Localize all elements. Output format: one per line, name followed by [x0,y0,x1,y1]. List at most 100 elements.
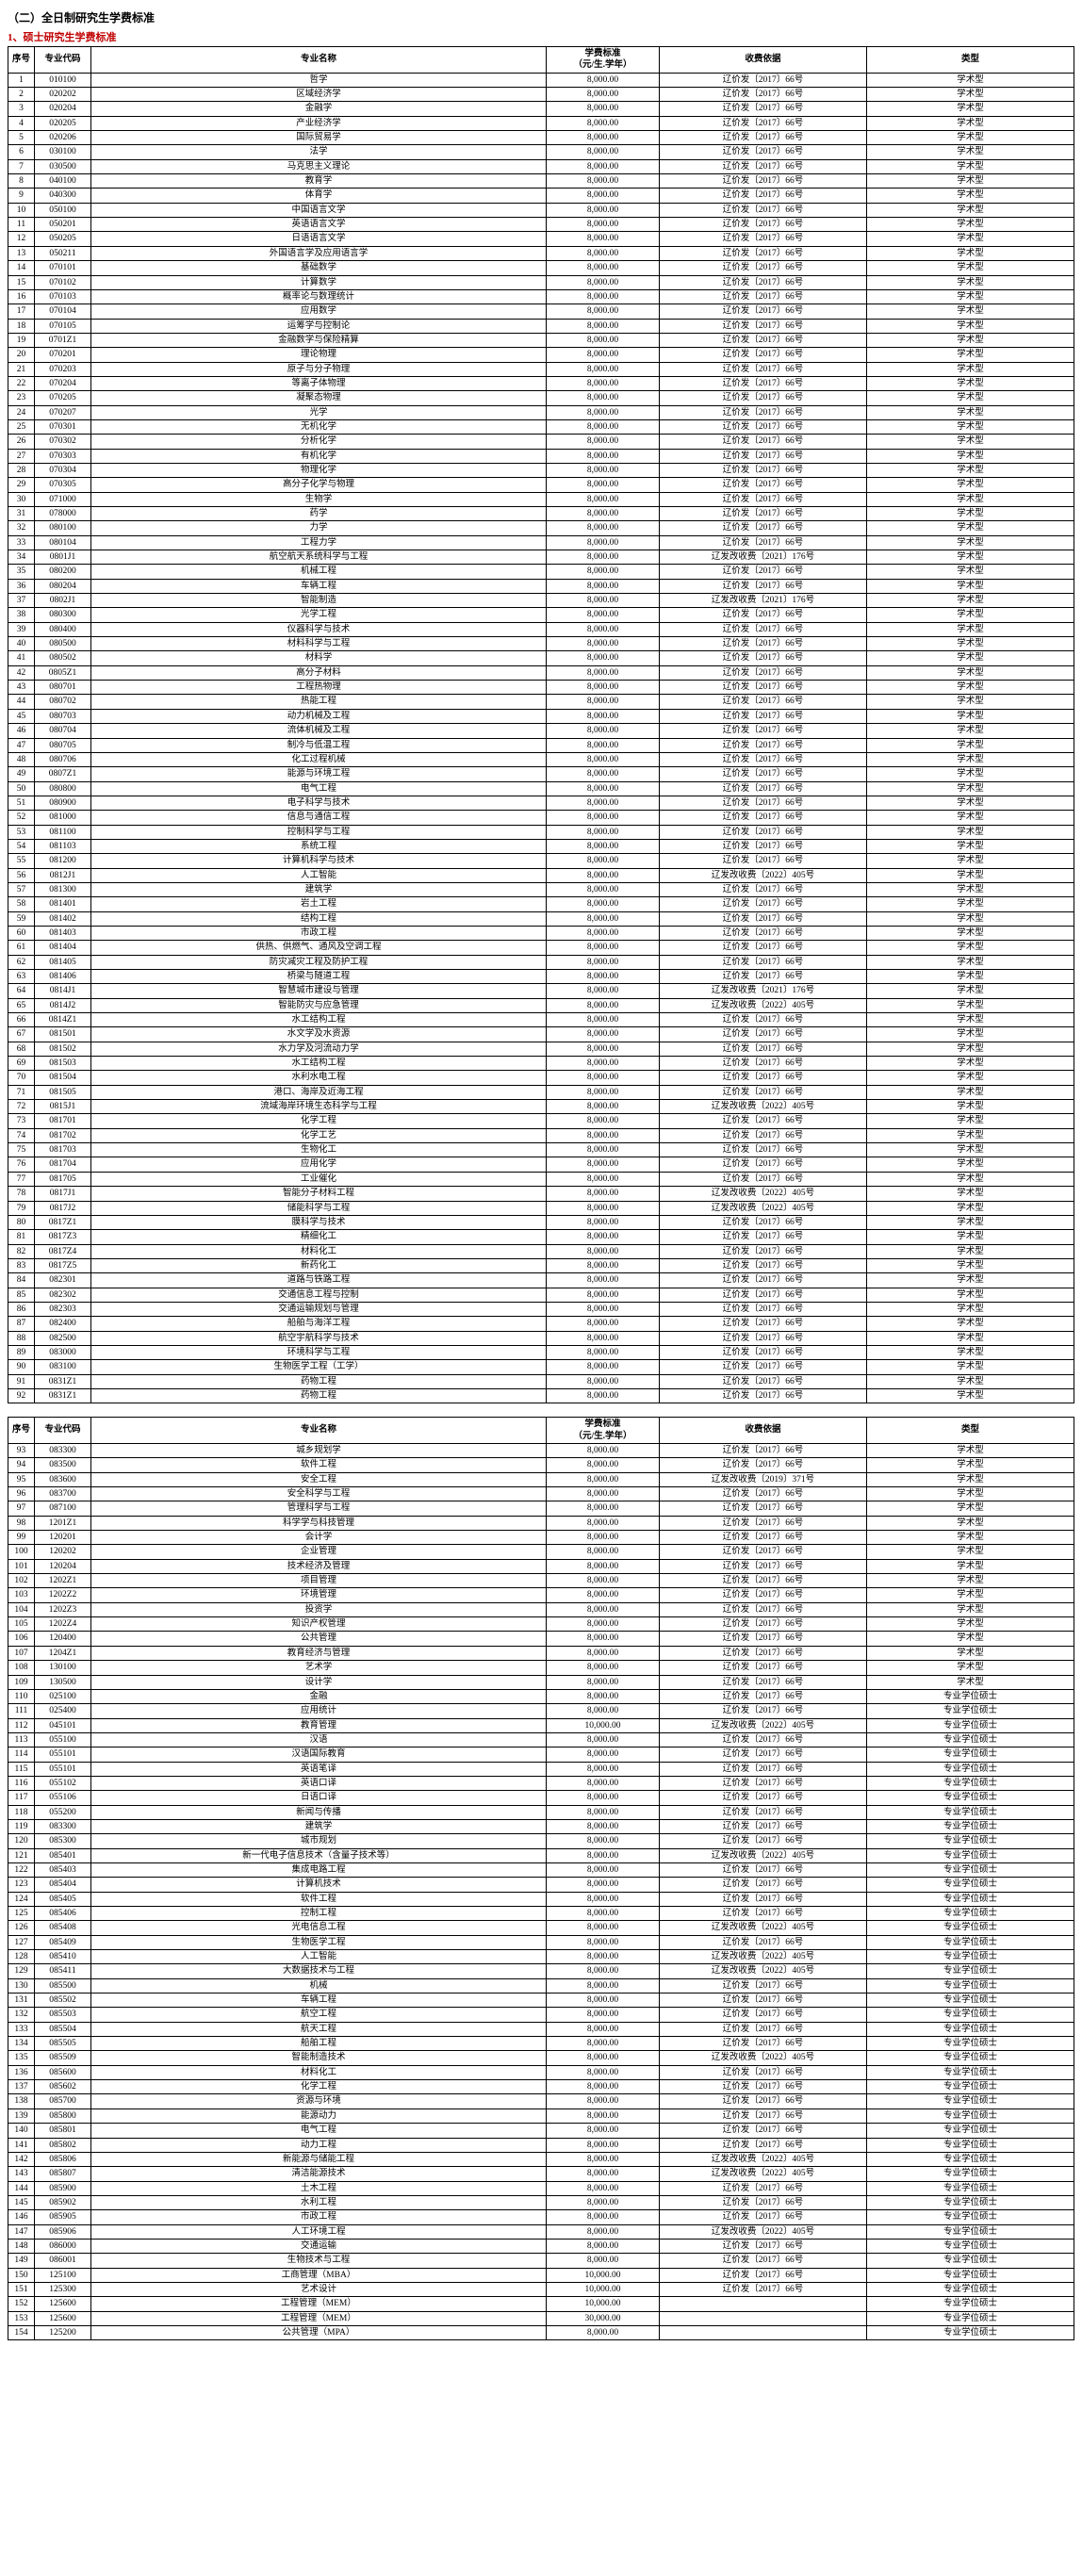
cell-name: 建筑学 [91,882,547,896]
cell-code: 085806 [35,2152,91,2166]
cell-code: 080200 [35,565,91,579]
cell-fee: 8,000.00 [547,116,660,130]
cell-basis: 辽价发〔2017〕66号 [660,1057,867,1071]
cell-idx: 62 [8,955,35,969]
cell-type: 专业学位硕士 [867,2325,1074,2339]
cell-code: 081402 [35,911,91,926]
cell-idx: 121 [8,1848,35,1862]
cell-name: 金融学 [91,102,547,116]
table-row: 29070305高分子化学与物理8,000.00辽价发〔2017〕66号学术型 [8,478,1074,492]
cell-type: 专业学位硕士 [867,1819,1074,1833]
cell-name: 化学工艺 [91,1128,547,1142]
table-row: 4020205产业经济学8,000.00辽价发〔2017〕66号学术型 [8,116,1074,130]
cell-idx: 12 [8,232,35,246]
cell-idx: 88 [8,1331,35,1345]
cell-basis: 辽价发〔2017〕66号 [660,1172,867,1186]
cell-type: 学术型 [867,232,1074,246]
cell-name: 人工智能 [91,868,547,882]
cell-type: 学术型 [867,738,1074,752]
cell-name: 供热、供燃气、通风及空调工程 [91,941,547,955]
cell-idx: 107 [8,1646,35,1660]
cell-basis: 辽价发〔2017〕66号 [660,333,867,347]
table-row: 71081505港口、海岸及近海工程8,000.00辽价发〔2017〕66号学术… [8,1085,1074,1099]
table-row: 59081402结构工程8,000.00辽价发〔2017〕66号学术型 [8,911,1074,926]
cell-idx: 65 [8,998,35,1012]
cell-name: 道路与铁路工程 [91,1273,547,1288]
table-row: 101120204技术经济及管理8,000.00辽价发〔2017〕66号学术型 [8,1559,1074,1573]
cell-idx: 28 [8,463,35,477]
cell-fee: 8,000.00 [547,1964,660,1978]
cell-code: 081404 [35,941,91,955]
cell-idx: 87 [8,1317,35,1331]
cell-fee: 8,000.00 [547,405,660,419]
cell-code: 080705 [35,738,91,752]
cell-fee: 8,000.00 [547,1128,660,1142]
cell-type: 学术型 [867,1458,1074,1472]
cell-fee: 8,000.00 [547,970,660,984]
cell-basis: 辽发改收费〔2022〕405号 [660,1100,867,1114]
cell-basis: 辽价发〔2017〕66号 [660,2094,867,2108]
cell-idx: 125 [8,1907,35,1921]
cell-code: 085409 [35,1935,91,1949]
cell-name: 汉语国际教育 [91,1747,547,1762]
cell-idx: 45 [8,709,35,723]
cell-type: 学术型 [867,1632,1074,1646]
table-row: 106120400公共管理8,000.00辽价发〔2017〕66号学术型 [8,1632,1074,1646]
hdr-idx: 序号 [8,1418,35,1444]
table-row: 21070203原子与分子物理8,000.00辽价发〔2017〕66号学术型 [8,362,1074,376]
cell-name: 系统工程 [91,839,547,853]
cell-name: 智能防灾与应急管理 [91,998,547,1012]
cell-idx: 85 [8,1288,35,1302]
cell-code: 080900 [35,796,91,810]
cell-code: 085410 [35,1950,91,1964]
cell-code: 081000 [35,811,91,825]
cell-idx: 37 [8,594,35,608]
cell-name: 分析化学 [91,435,547,449]
table-row: 61081404供热、供燃气、通风及空调工程8,000.00辽价发〔2017〕6… [8,941,1074,955]
cell-basis: 辽价发〔2017〕66号 [660,2210,867,2224]
cell-fee: 8,000.00 [547,2065,660,2079]
cell-fee: 8,000.00 [547,796,660,810]
cell-fee: 8,000.00 [547,665,660,680]
cell-type: 学术型 [867,507,1074,521]
cell-basis: 辽价发〔2017〕66号 [660,724,867,738]
cell-code: 070304 [35,463,91,477]
cell-basis: 辽价发〔2017〕66号 [660,1027,867,1042]
cell-idx: 133 [8,2022,35,2036]
cell-code: 085500 [35,1978,91,1993]
cell-type: 专业学位硕士 [867,2181,1074,2195]
cell-idx: 20 [8,348,35,362]
cell-idx: 116 [8,1776,35,1790]
cell-basis: 辽价发〔2017〕66号 [660,1602,867,1616]
cell-name: 运筹学与控制论 [91,319,547,333]
cell-basis: 辽价发〔2017〕66号 [660,767,867,781]
cell-name: 水利水电工程 [91,1071,547,1085]
cell-fee: 8,000.00 [547,1545,660,1559]
cell-name: 管理科学与工程 [91,1501,547,1516]
cell-type: 学术型 [867,174,1074,189]
cell-fee: 10,000.00 [547,2282,660,2296]
cell-name: 电子科学与技术 [91,796,547,810]
cell-fee: 8,000.00 [547,998,660,1012]
table-row: 36080204车辆工程8,000.00辽价发〔2017〕66号学术型 [8,579,1074,593]
cell-basis: 辽价发〔2017〕66号 [660,2080,867,2094]
cell-code: 085807 [35,2167,91,2181]
table-row: 41080502材料学8,000.00辽价发〔2017〕66号学术型 [8,651,1074,665]
table-row: 1071204Z1教育经济与管理8,000.00辽价发〔2017〕66号学术型 [8,1646,1074,1660]
hdr-basis: 收费依据 [660,47,867,74]
cell-name: 材料化工 [91,1244,547,1258]
cell-type: 学术型 [867,1013,1074,1027]
cell-type: 学术型 [867,261,1074,275]
cell-basis: 辽价发〔2017〕66号 [660,478,867,492]
cell-name: 集成电路工程 [91,1862,547,1877]
cell-name: 港口、海岸及近海工程 [91,1085,547,1099]
cell-basis: 辽价发〔2017〕66号 [660,2022,867,2036]
cell-fee: 8,000.00 [547,1331,660,1345]
cell-name: 航空航天系统科学与工程 [91,550,547,565]
cell-idx: 46 [8,724,35,738]
hdr-name: 专业名称 [91,47,547,74]
cell-name: 工程力学 [91,535,547,550]
cell-code: 070302 [35,435,91,449]
table-row: 63081406桥梁与隧道工程8,000.00辽价发〔2017〕66号学术型 [8,970,1074,984]
cell-basis: 辽价发〔2017〕66号 [660,665,867,680]
